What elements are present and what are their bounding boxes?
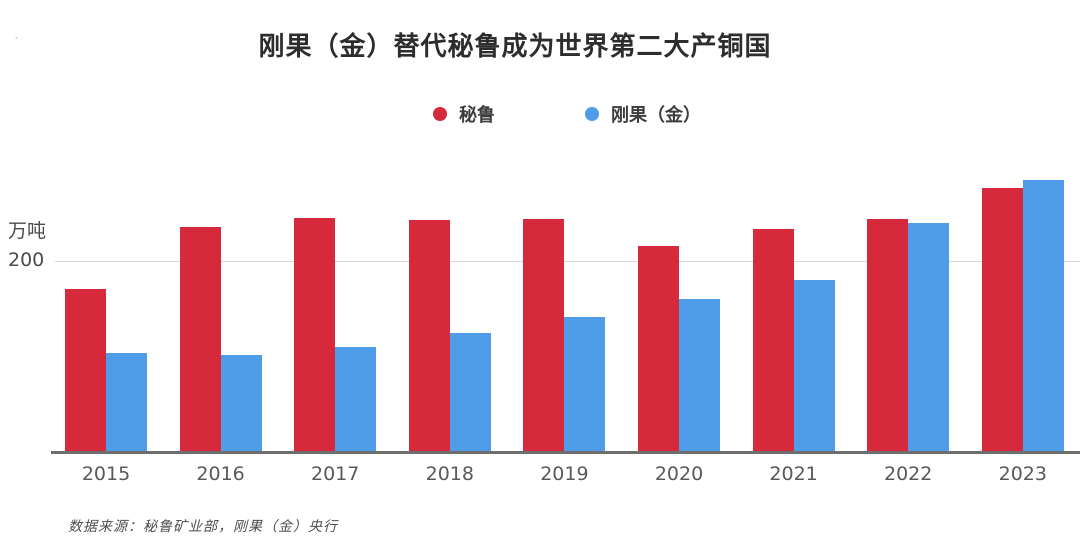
bar-peru-2022 <box>867 218 909 451</box>
x-axis-label-2021: 2021 <box>769 463 818 485</box>
peru-legend-dot-icon <box>433 107 447 121</box>
bar-congo-drc-2015 <box>106 352 147 451</box>
y-axis-unit-label: 万吨 <box>8 220 47 242</box>
bar-peru-2018 <box>408 219 450 451</box>
bar-peru-2021 <box>752 229 794 451</box>
x-axis-label-2019: 2019 <box>540 463 589 485</box>
stray-dot: . <box>14 24 20 43</box>
bar-congo-drc-2017 <box>335 347 377 451</box>
bar-peru-2020 <box>638 246 679 451</box>
x-axis-line <box>51 451 1080 454</box>
chart-title: 刚果（金）替代秘鲁成为世界第二大产铜国 <box>258 32 772 62</box>
legend-label: 秘鲁 <box>459 105 495 126</box>
x-axis-label-2020: 2020 <box>654 463 704 485</box>
bar-peru-2019 <box>523 218 565 451</box>
legend-item-peru: 秘鲁 <box>433 101 495 127</box>
plot-area <box>52 0 1080 451</box>
bar-congo-drc-2019 <box>564 316 606 451</box>
x-axis-label-2016: 2016 <box>196 463 245 485</box>
bar-congo-drc-2021 <box>793 279 835 451</box>
bar-peru-2017 <box>294 217 336 451</box>
gridline-200 <box>55 261 1080 262</box>
y-axis-tick-200: 200 <box>8 249 45 271</box>
source-note: 数据来源：秘鲁矿业部，刚果（金）央行 <box>68 519 338 535</box>
x-axis-label-2022: 2022 <box>884 463 933 485</box>
legend: 秘鲁 刚果（金） <box>54 102 1080 126</box>
bar-peru-2016 <box>179 227 221 451</box>
congo-drc-legend-dot-icon <box>585 107 599 121</box>
bar-congo-drc-2022 <box>908 223 950 451</box>
legend-item-congo-drc: 刚果（金） <box>585 101 701 127</box>
bar-congo-drc-2020 <box>679 298 720 451</box>
bar-congo-drc-2023 <box>1022 179 1064 451</box>
x-axis-label-2023: 2023 <box>998 463 1047 485</box>
bar-congo-drc-2018 <box>449 332 491 451</box>
x-axis-label-2017: 2017 <box>311 463 360 485</box>
x-axis-label-2015: 2015 <box>81 463 131 485</box>
x-axis-label-2018: 2018 <box>425 463 474 485</box>
legend-label: 刚果（金） <box>611 105 701 126</box>
bar-peru-2015 <box>65 289 106 451</box>
bar-peru-2023 <box>981 188 1023 451</box>
bar-congo-drc-2016 <box>220 354 262 451</box>
